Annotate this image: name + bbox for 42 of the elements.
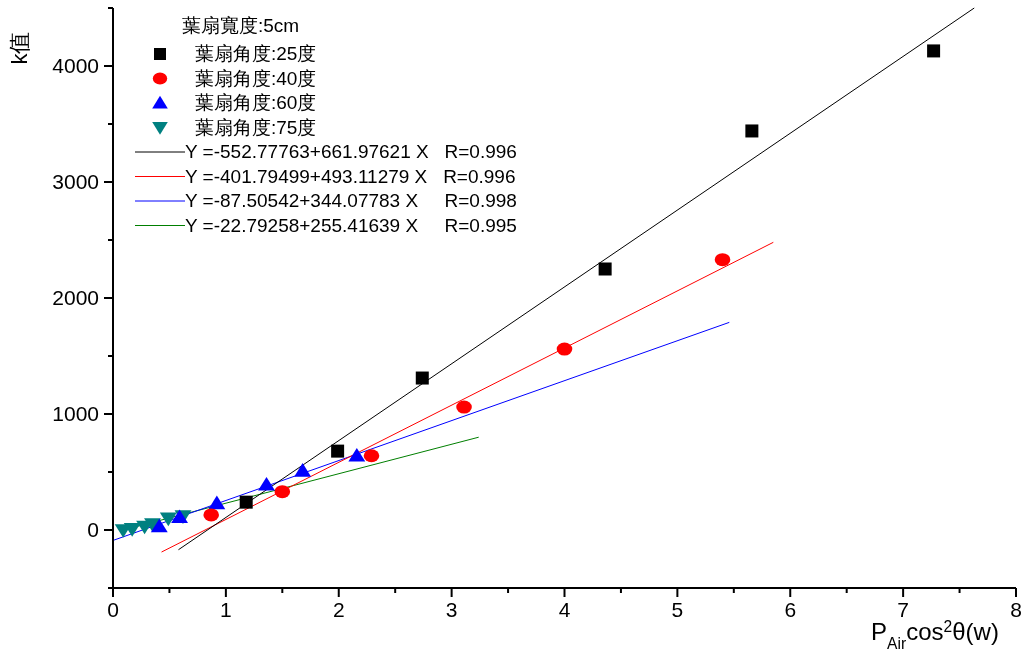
x-tick-label: 1 bbox=[220, 598, 232, 621]
y-tick-label: 2000 bbox=[52, 286, 99, 309]
point bbox=[208, 495, 226, 510]
x-tick-label: 0 bbox=[107, 598, 119, 621]
x-tick-label: 2 bbox=[332, 598, 345, 621]
point bbox=[348, 447, 366, 462]
point bbox=[598, 262, 612, 276]
point bbox=[123, 522, 141, 537]
x-tick-label: 8 bbox=[1010, 598, 1022, 621]
point bbox=[415, 371, 429, 385]
legend-label: Y =-87.50542+344.07783 X R=0.998 bbox=[185, 190, 517, 211]
legend-label: 葉扇角度:60度 bbox=[195, 92, 317, 113]
x-tick-label: 3 bbox=[445, 598, 458, 621]
legend-label: Y =-401.79499+493.11279 X R=0.996 bbox=[185, 165, 516, 187]
point bbox=[294, 463, 312, 477]
point bbox=[150, 518, 168, 533]
point bbox=[456, 400, 472, 414]
y-tick-label: 1000 bbox=[52, 402, 99, 425]
y-tick-label: 0 bbox=[87, 518, 99, 541]
legend-label: 葉扇角度:75度 bbox=[195, 116, 317, 138]
legend-label: Y =-22.79258+255.41639 X R=0.995 bbox=[185, 214, 517, 236]
point bbox=[258, 476, 275, 491]
y-tick-label: 3000 bbox=[52, 170, 99, 193]
point bbox=[331, 444, 345, 458]
legend-label: 葉扇角度:25度 bbox=[195, 43, 317, 64]
y-tick-label: 4000 bbox=[52, 54, 99, 77]
point bbox=[745, 124, 759, 138]
x-tick-label: 4 bbox=[558, 598, 571, 621]
point bbox=[556, 342, 573, 356]
x-tick-label: 5 bbox=[671, 598, 684, 621]
point bbox=[927, 44, 941, 58]
x-tick-label: 6 bbox=[784, 598, 797, 621]
legend-title: 葉扇寬度:5cm bbox=[182, 15, 300, 36]
point bbox=[363, 449, 380, 463]
point bbox=[203, 508, 219, 522]
point bbox=[274, 485, 291, 499]
y-axis-title: k值 bbox=[7, 31, 32, 65]
legend-label: Y =-552.77763+661.97621 X R=0.996 bbox=[185, 141, 517, 162]
point bbox=[159, 512, 177, 527]
point bbox=[239, 495, 253, 509]
legend-label: 葉扇角度:40度 bbox=[195, 67, 317, 89]
point bbox=[714, 253, 731, 267]
